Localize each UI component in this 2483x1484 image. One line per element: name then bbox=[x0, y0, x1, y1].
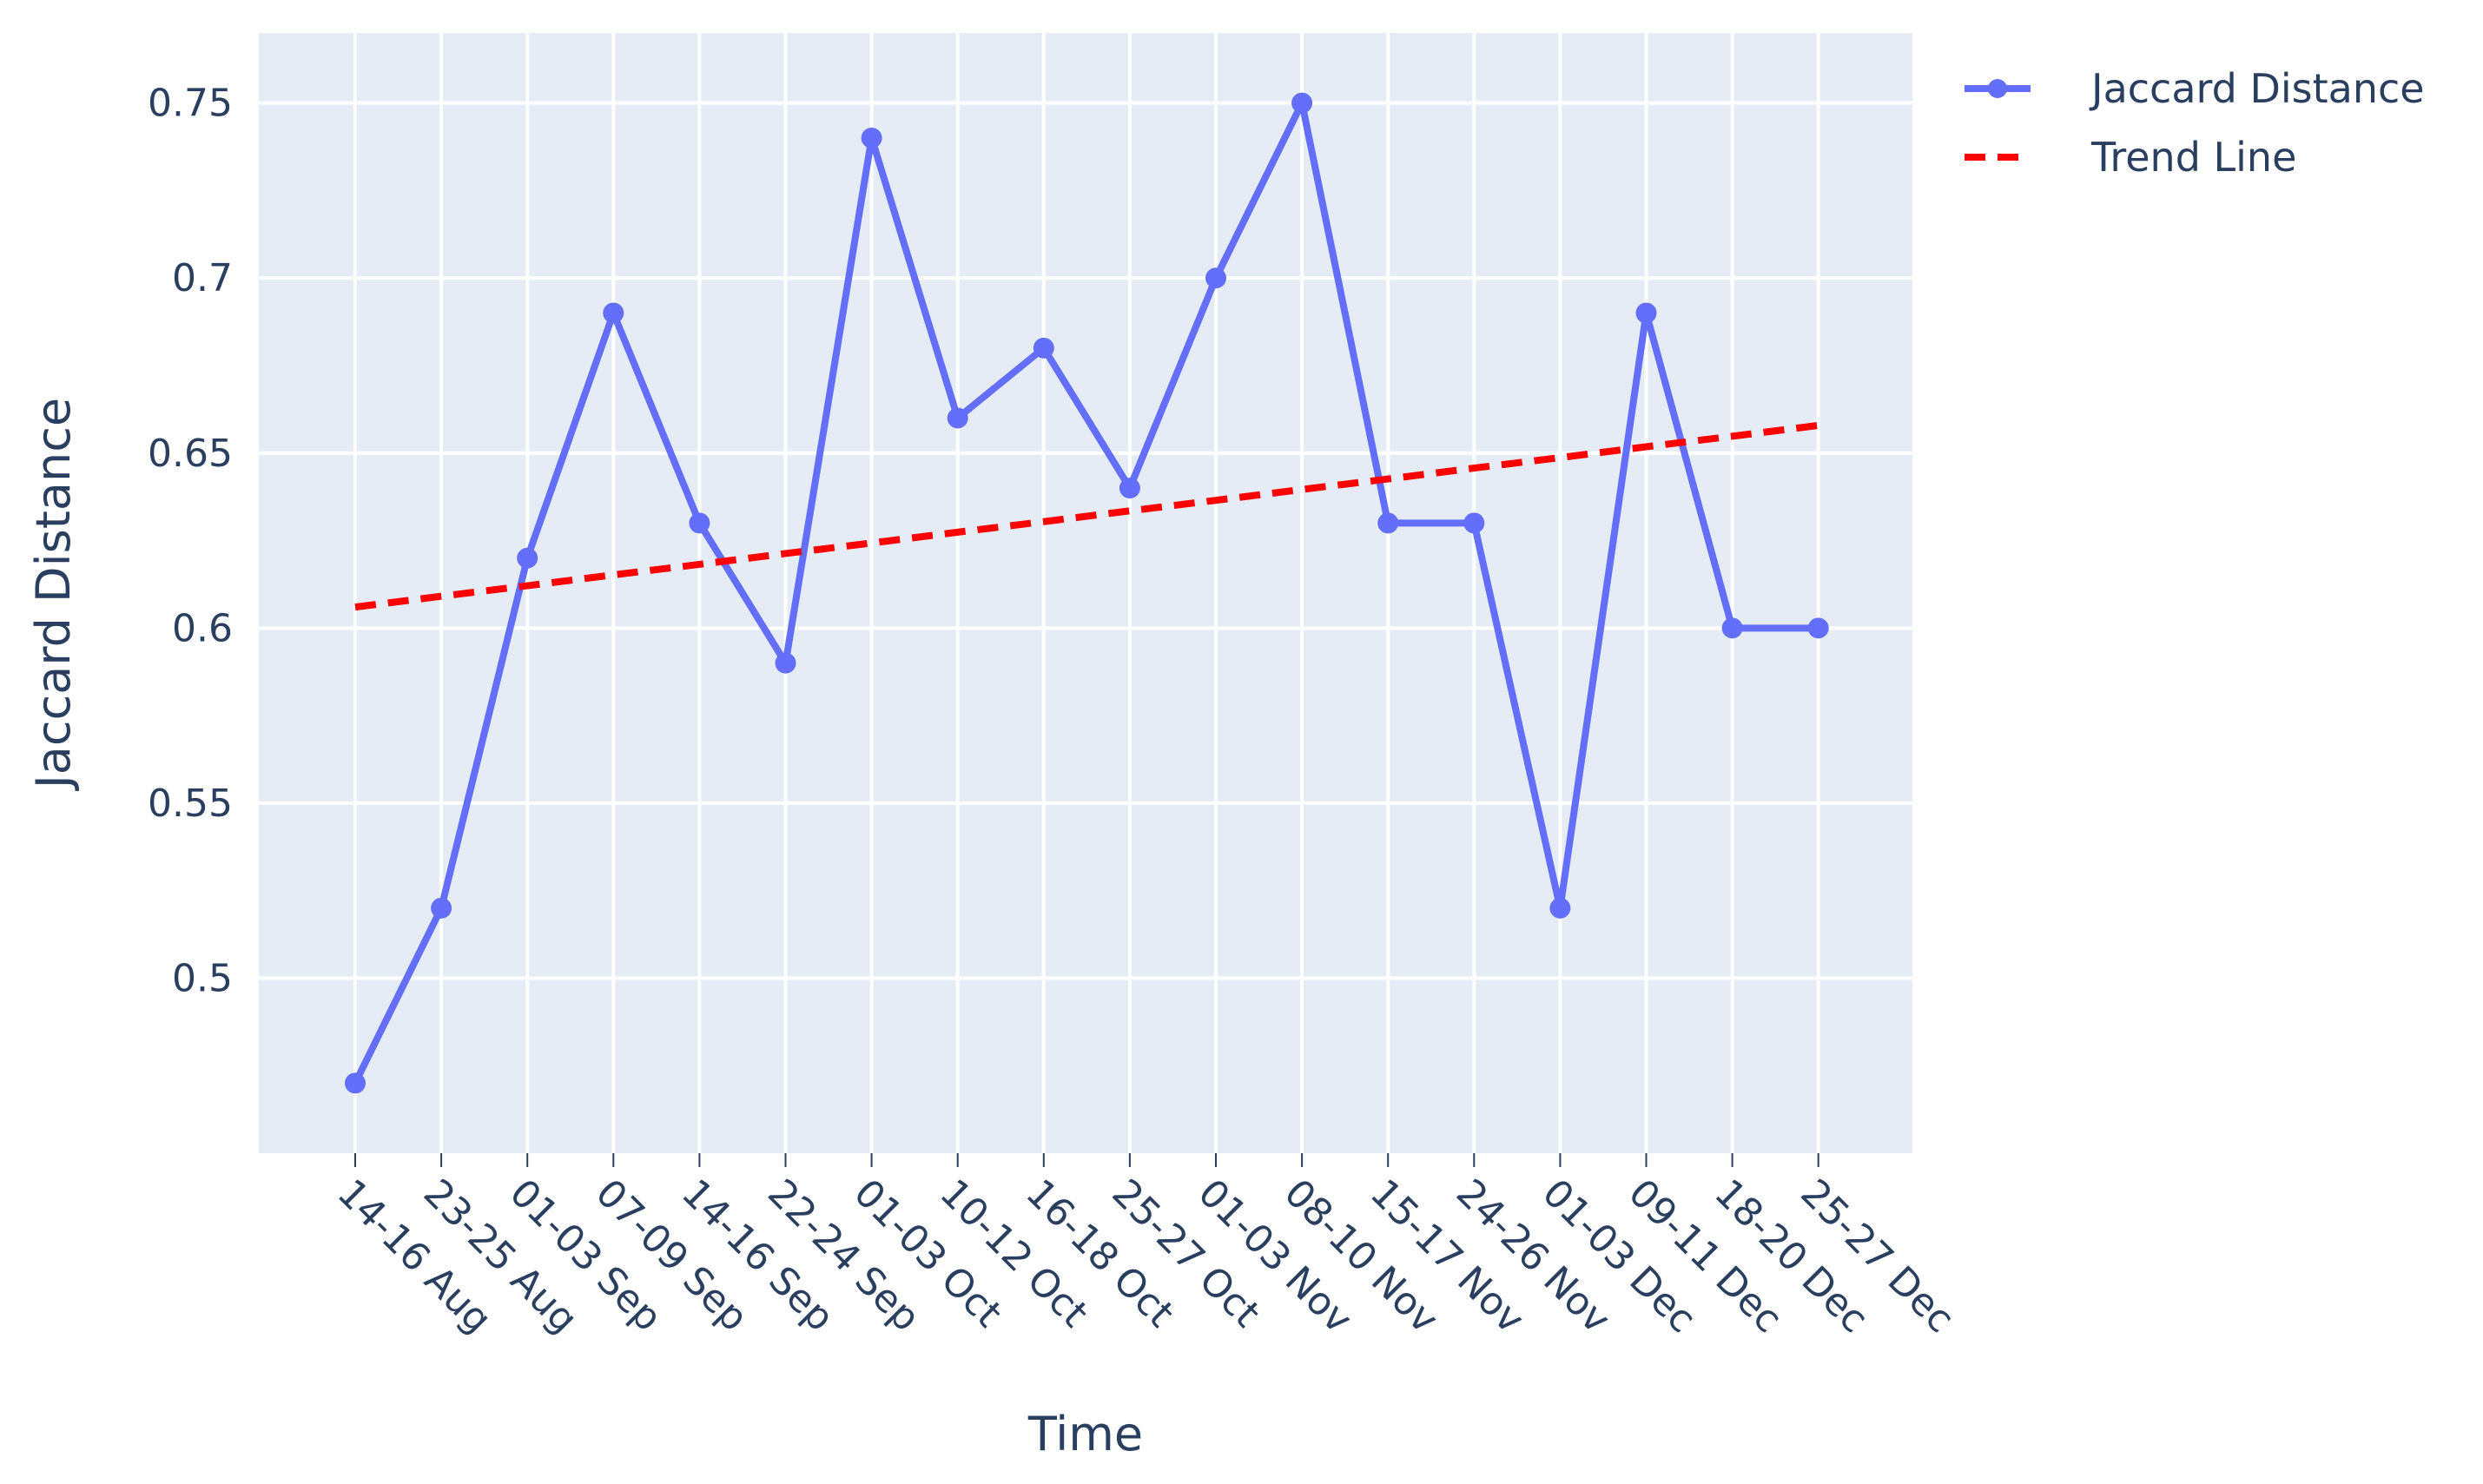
legend-swatch-marker bbox=[1988, 79, 2007, 98]
jaccard-distance-point bbox=[1377, 512, 1399, 534]
jaccard-distance-point bbox=[775, 652, 796, 674]
y-axis-tick-labels: 0.5 0.55 0.6 0.65 0.7 0.75 bbox=[148, 82, 233, 1001]
x-axis-title: Time bbox=[1027, 1407, 1143, 1461]
legend-label-trend-line: Trend Line bbox=[2090, 134, 2296, 181]
legend[interactable]: Jaccard Distance Trend Line bbox=[1965, 65, 2425, 181]
horizontal-gridlines bbox=[259, 101, 1912, 980]
y-tick-label: 0.6 bbox=[172, 606, 233, 650]
jaccard-distance-point bbox=[1549, 897, 1571, 919]
jaccard-distance-point bbox=[1119, 478, 1140, 499]
y-tick-label: 0.5 bbox=[172, 956, 233, 1000]
jaccard-distance-point bbox=[603, 302, 624, 324]
y-tick-label: 0.7 bbox=[172, 256, 233, 300]
y-tick-label: 0.65 bbox=[148, 432, 233, 476]
jaccard-distance-series-line bbox=[352, 99, 1819, 1085]
y-tick-label: 0.55 bbox=[148, 782, 233, 826]
jaccard-distance-point bbox=[1807, 617, 1829, 639]
jaccard-distance-point bbox=[1635, 302, 1657, 324]
jaccard-distance-point bbox=[345, 1072, 366, 1094]
jaccard-distance-point bbox=[689, 512, 710, 534]
series-layer bbox=[345, 92, 1829, 1094]
plot-background bbox=[259, 33, 1912, 1153]
jaccard-distance-point bbox=[517, 547, 538, 569]
jaccard-distance-point bbox=[1463, 512, 1485, 534]
trend-line-series-line bbox=[354, 421, 1819, 611]
vertical-gridlines bbox=[353, 33, 1820, 1153]
jaccard-distance-point bbox=[947, 407, 968, 429]
legend-label-jaccard-distance: Jaccard Distance bbox=[2089, 65, 2425, 112]
jaccard-distance-point bbox=[431, 897, 452, 919]
jaccard-distance-point bbox=[1721, 617, 1743, 639]
legend-item-trend-line[interactable]: Trend Line bbox=[1965, 134, 2296, 181]
jaccard-distance-point bbox=[861, 127, 882, 148]
jaccard-distance-point bbox=[1291, 92, 1313, 114]
jaccard-distance-point bbox=[1205, 267, 1226, 289]
y-tick-label: 0.75 bbox=[148, 82, 233, 126]
legend-item-jaccard-distance[interactable]: Jaccard Distance bbox=[1965, 65, 2425, 112]
y-axis-title: Jaccard Distance bbox=[26, 398, 81, 791]
jaccard-distance-point bbox=[1033, 337, 1054, 359]
